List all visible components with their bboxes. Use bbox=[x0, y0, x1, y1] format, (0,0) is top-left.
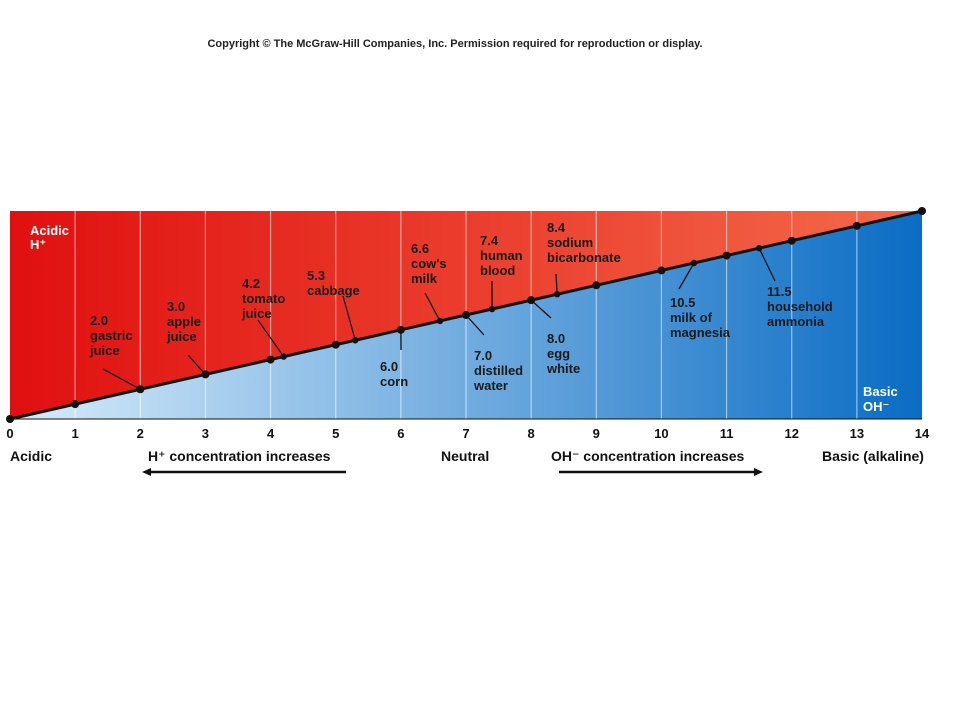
substance-marker bbox=[690, 259, 698, 267]
substance-label: 8.4 sodium bicarbonate bbox=[547, 220, 621, 265]
ph-marker bbox=[6, 415, 14, 423]
connector-line bbox=[424, 292, 441, 322]
ph-marker bbox=[918, 207, 926, 215]
tick-label: 9 bbox=[593, 426, 600, 441]
tick-label: 5 bbox=[332, 426, 339, 441]
tick-label: 1 bbox=[72, 426, 79, 441]
ph-marker bbox=[71, 400, 80, 409]
substance-marker bbox=[462, 311, 470, 319]
tick-label: 8 bbox=[528, 426, 535, 441]
connector-line bbox=[187, 354, 206, 375]
substance-marker bbox=[137, 386, 144, 393]
axis-basic-label: Basic (alkaline) bbox=[822, 448, 924, 464]
substance-marker bbox=[202, 371, 209, 378]
ph-marker bbox=[852, 221, 861, 230]
substance-marker bbox=[436, 317, 444, 325]
tick-label: 13 bbox=[850, 426, 864, 441]
connector-line bbox=[555, 273, 558, 295]
substance-marker bbox=[488, 305, 496, 313]
tick-label: 10 bbox=[654, 426, 668, 441]
connector-line bbox=[342, 295, 356, 341]
tick-label: 3 bbox=[202, 426, 209, 441]
substance-label: 3.0 apple juice bbox=[166, 299, 201, 344]
ph-marker bbox=[592, 281, 601, 290]
connector-line bbox=[257, 319, 285, 357]
substance-label: 5.3 cabbage bbox=[307, 268, 360, 298]
tick-label: 4 bbox=[267, 426, 275, 441]
substance-label: 7.0 distilled water bbox=[473, 348, 523, 393]
connector-line bbox=[102, 368, 141, 390]
tick-label: 6 bbox=[397, 426, 404, 441]
substance-marker bbox=[755, 244, 763, 252]
tick-label: 7 bbox=[462, 426, 469, 441]
ph-marker bbox=[266, 355, 275, 364]
substance-markers bbox=[137, 244, 763, 393]
basic-corner-label: Basic OH⁻ bbox=[863, 384, 901, 414]
substance-label: 6.0 corn bbox=[380, 359, 408, 389]
substance-marker bbox=[554, 291, 561, 298]
connector-line bbox=[758, 247, 776, 282]
tick-label: 12 bbox=[784, 426, 798, 441]
substance-label: 11.5 household ammonia bbox=[767, 284, 833, 329]
connector-line bbox=[678, 262, 695, 290]
substance-label: 8.0 egg white bbox=[546, 331, 580, 376]
substance-marker bbox=[397, 326, 405, 334]
ph-marker bbox=[331, 340, 340, 349]
ph-marker bbox=[787, 236, 796, 245]
substance-label: 2.0 gastric juice bbox=[89, 313, 133, 358]
substance-marker bbox=[352, 337, 359, 344]
substance-label: 6.6 cow's milk bbox=[411, 241, 447, 286]
connector-line bbox=[465, 314, 485, 336]
substance-label: 10.5 milk of magnesia bbox=[670, 295, 731, 340]
acidic-corner-label: Acidic H⁺ bbox=[30, 223, 73, 252]
vertical-grid-lines bbox=[74, 211, 858, 419]
substance-labels: 2.0 gastric juice 3.0 apple juice 4.2 tomato jui… bbox=[89, 220, 833, 393]
oh-concentration-label: OH⁻ concentration increases bbox=[551, 448, 745, 464]
h-concentration-label: H⁺ concentration increases bbox=[148, 448, 331, 464]
tick-label: 11 bbox=[720, 426, 734, 441]
connector-line bbox=[530, 299, 552, 319]
tick-label: 0 bbox=[6, 426, 13, 441]
substance-label: 4.2 tomato juice bbox=[241, 276, 285, 321]
ph-marker bbox=[722, 251, 731, 260]
substance-label: 7.4 human blood bbox=[480, 233, 523, 278]
substance-marker bbox=[527, 296, 535, 304]
axis-neutral-label: Neutral bbox=[441, 448, 489, 464]
axis-acidic-label: Acidic bbox=[10, 448, 52, 464]
copyright-notice: Copyright © The McGraw-Hill Companies, I… bbox=[207, 38, 703, 50]
tick-labels: 0 1 2 3 4 5 6 7 8 9 10 11 12 13 14 bbox=[6, 426, 930, 441]
tick-label: 14 bbox=[915, 426, 930, 441]
tick-label: 2 bbox=[137, 426, 144, 441]
substance-marker bbox=[280, 353, 287, 360]
ph-marker bbox=[657, 266, 666, 275]
label-connectors bbox=[102, 247, 776, 390]
